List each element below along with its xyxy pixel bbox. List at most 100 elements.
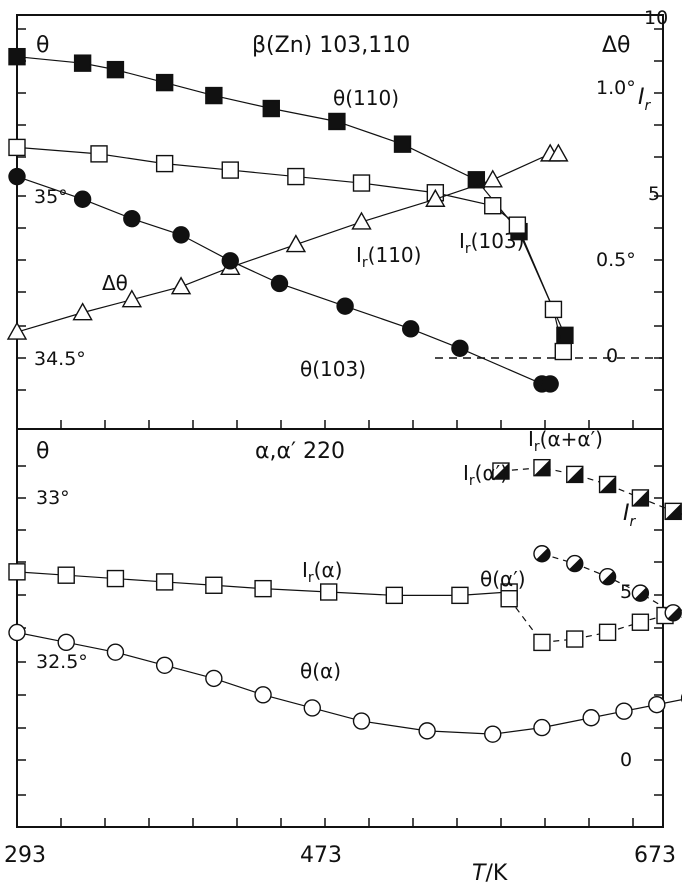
data-point-- (598, 568, 617, 586)
data-point--103- (73, 190, 92, 208)
data-point-ir-110- (544, 300, 563, 319)
data-point-ir-110- (554, 342, 572, 361)
data-point-ir-110- (155, 154, 174, 173)
data-point-ir- (533, 633, 551, 652)
data-point-ir- (631, 489, 650, 507)
data-point-ir- (8, 563, 26, 581)
series-line-ir- (16, 571, 510, 596)
series-line-- (16, 631, 682, 735)
series-label-ir-alpha-plus-alpha-prime: Ir(α+α′) (528, 427, 603, 455)
data-point--103- (8, 167, 26, 186)
data-point-ir-103- (205, 86, 223, 105)
axis-ticks (16, 28, 663, 827)
lower-panel-title: α,α′ 220 (255, 439, 345, 464)
series-label-theta-alpha-prime: θ(α′) (480, 567, 526, 591)
data-point--103- (451, 339, 469, 357)
lower-series-group (8, 458, 682, 743)
tick-label-lower-0: 0 (620, 749, 632, 771)
lower-ir-axis-label: Ir (623, 501, 637, 530)
x-axis-label: T/K (472, 861, 508, 882)
data-point-- (615, 702, 633, 720)
data-point-ir- (492, 462, 510, 480)
data-point-- (6, 321, 28, 340)
upper-ir-axis-label: Ir (638, 85, 652, 114)
data-point-ir-110- (352, 174, 371, 192)
data-point-- (566, 554, 584, 573)
data-point-ir- (57, 566, 75, 584)
data-point-ir- (319, 583, 338, 601)
data-point--103- (402, 320, 420, 338)
series-line-ir- (500, 467, 682, 515)
data-point--103- (270, 274, 289, 293)
x-tick-label-673: 673 (634, 843, 676, 868)
data-point-ir- (106, 569, 125, 588)
data-point-ir-110- (221, 161, 239, 179)
series-label-ir-alpha-prime: Ir(α′) (463, 461, 508, 489)
data-point-- (106, 643, 125, 661)
data-point-- (418, 722, 436, 740)
data-point-- (57, 633, 75, 652)
upper-series-group (6, 47, 574, 393)
upper-panel-title: β(Zn) 103,110 (252, 33, 410, 58)
data-point-- (631, 584, 650, 602)
data-point-- (484, 725, 502, 743)
lower-panel-frame (16, 428, 664, 828)
data-point-ir-103- (8, 47, 26, 66)
data-point-- (285, 234, 307, 253)
upper-theta-axis-label: θ (36, 33, 49, 58)
x-tick-label-293: 293 (4, 843, 46, 868)
series-label-theta-110: θ(110) (333, 86, 399, 110)
tick-label-32-5-deg: 32.5° (36, 651, 88, 673)
data-point-ir- (205, 576, 223, 594)
tick-label-0-5-deg: 0.5° (596, 249, 636, 271)
tick-label-0: 0 (606, 345, 618, 367)
series-label-ir-110: Ir(110) (356, 243, 421, 271)
data-point-ir-103- (106, 60, 125, 79)
series-label-theta-103: θ(103) (300, 357, 366, 381)
data-point-ir-103- (73, 54, 92, 72)
data-point-- (155, 656, 174, 674)
data-point-ir- (155, 573, 174, 591)
data-point-ir- (500, 590, 518, 608)
data-point-ir- (451, 586, 469, 605)
series-label-theta-alpha: θ(α) (300, 659, 341, 683)
series-label-dtheta: Δθ (102, 271, 128, 295)
data-point-- (205, 669, 223, 688)
data-point-- (254, 686, 272, 704)
tick-label-34-5-deg: 34.5° (34, 348, 86, 370)
tick-label-35-deg: 35° (34, 186, 68, 208)
data-point-ir- (598, 475, 617, 494)
data-point-- (648, 695, 666, 714)
data-point-ir- (631, 613, 650, 631)
data-point-ir- (385, 586, 404, 605)
data-point-ir-103- (262, 99, 280, 118)
data-point-- (664, 604, 682, 622)
data-point-- (533, 718, 551, 737)
data-point-- (548, 143, 569, 162)
lower-theta-axis-label: θ (36, 439, 49, 464)
data-point-- (8, 623, 26, 642)
data-point-ir-103- (393, 135, 412, 153)
upper-dtheta-axis-label: Δθ (602, 33, 631, 58)
data-point--103- (336, 297, 354, 315)
data-point-ir-110- (90, 145, 108, 163)
data-point--103- (221, 252, 239, 270)
data-point-ir- (664, 502, 682, 521)
data-point-ir- (533, 458, 551, 477)
data-point-ir-110- (287, 167, 305, 186)
data-point-- (482, 169, 503, 188)
data-point-ir-103- (155, 73, 174, 92)
tick-label-lower-5: 5 (620, 581, 632, 603)
data-point-- (72, 302, 93, 321)
data-point-- (351, 211, 372, 230)
tick-label-33-deg: 33° (36, 487, 70, 509)
data-point-- (170, 276, 192, 295)
data-point-- (352, 712, 371, 730)
tick-label-5: 5 (648, 183, 660, 205)
data-point-ir- (254, 579, 272, 598)
data-point--103- (172, 226, 190, 244)
data-point-ir-110- (508, 216, 527, 234)
tick-label-10: 10 (644, 7, 668, 29)
data-point-- (533, 545, 551, 563)
data-point-ir- (598, 623, 617, 642)
